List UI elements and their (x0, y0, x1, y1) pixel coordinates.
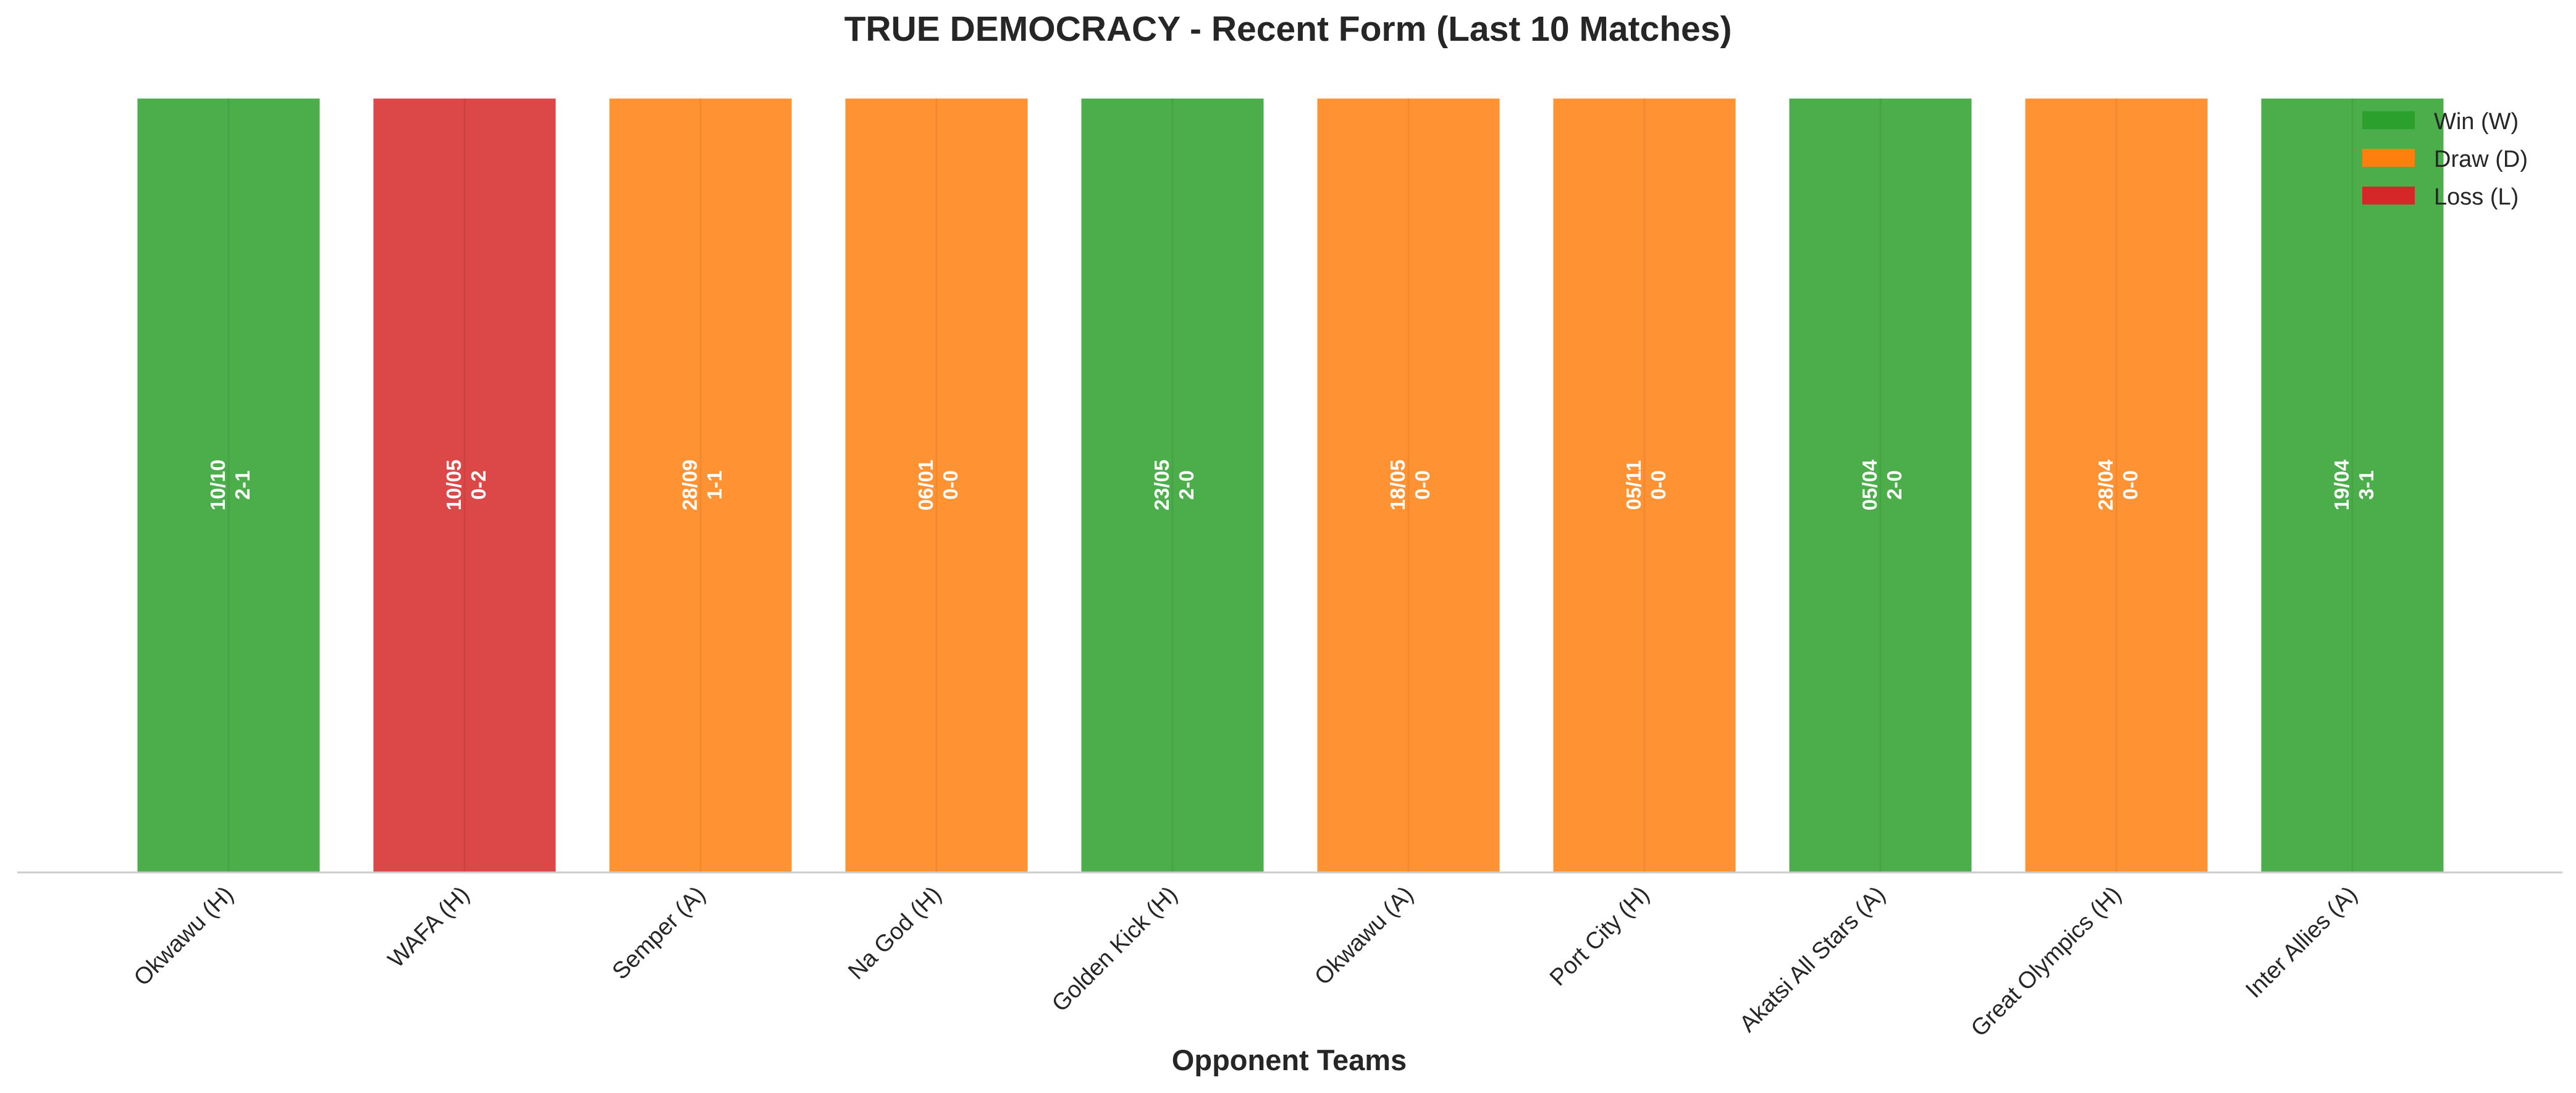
bar-label-6: 18/050-0 (1386, 460, 1434, 511)
x-tick-label-9: Great Olympics (H) (1966, 882, 2127, 1042)
match-date: 28/09 (678, 460, 701, 511)
match-score: 0-0 (2119, 470, 2142, 500)
x-tick-label-10: Inter Allies (A) (2241, 882, 2362, 1003)
match-score: 2-1 (231, 470, 254, 500)
match-score: 0-2 (467, 470, 490, 500)
x-tick-label-5: Golden Kick (H) (1047, 882, 1182, 1017)
bar-labels-layer: 10/102-1 10/050-2 28/091-1 06/010-0 23/052-0… (206, 459, 2378, 510)
legend-label-l: Loss (L) (2434, 184, 2519, 210)
match-date: 19/04 (2330, 459, 2353, 510)
match-date: 28/04 (2094, 459, 2117, 510)
bar-7 (1551, 96, 1738, 874)
chart-title: TRUE DEMOCRACY - Recent Form (Last 10 Ma… (844, 9, 1732, 49)
legend-label-w: Win (W) (2434, 109, 2519, 135)
bar-label-2: 10/050-2 (442, 460, 490, 511)
bar-10 (2259, 96, 2446, 874)
bar-label-4: 06/010-0 (914, 460, 962, 511)
legend-label-d: Draw (D) (2434, 146, 2528, 172)
bar-5 (1079, 96, 1266, 874)
legend: Win (W) Draw (D) Loss (L) (2362, 109, 2528, 210)
match-date: 10/10 (206, 460, 229, 511)
legend-swatch-l (2362, 187, 2415, 205)
bar-4 (843, 96, 1030, 874)
match-score: 2-0 (1175, 470, 1198, 500)
match-score: 0-0 (1647, 470, 1670, 500)
bars-layer (135, 96, 2446, 874)
x-tick-label-7: Port City (H) (1545, 882, 1654, 991)
bar-label-10: 19/043-1 (2330, 459, 2378, 510)
x-axis-title: Opponent Teams (1172, 1044, 1407, 1076)
bar-label-3: 28/091-1 (678, 460, 726, 511)
legend-swatch-d (2362, 149, 2415, 167)
bar-label-5: 23/052-0 (1150, 460, 1198, 511)
match-date: 06/01 (914, 460, 937, 511)
x-tick-label-8: Akatsi All Stars (A) (1735, 882, 1890, 1037)
match-score: 0-0 (939, 470, 962, 500)
bar-1 (135, 96, 322, 874)
bar-label-1: 10/102-1 (206, 460, 254, 511)
bar-6 (1315, 96, 1502, 874)
x-tick-label-1: Okwawu (H) (129, 882, 239, 992)
bar-8 (1787, 96, 1974, 874)
match-score: 1-1 (703, 470, 726, 500)
x-tick-label-3: Semper (A) (607, 882, 710, 985)
match-score: 2-0 (1883, 470, 1906, 500)
bar-9 (2023, 96, 2210, 874)
x-tick-labels: Okwawu (H) WAFA (H) Semper (A) Na God (H) Go… (129, 882, 2363, 1042)
bar-label-9: 28/040-0 (2094, 459, 2142, 510)
bar-label-7: 05/110-0 (1622, 460, 1670, 510)
match-score: 0-0 (1411, 470, 1434, 500)
x-tick-label-6: Okwawu (A) (1310, 882, 1418, 990)
match-date: 18/05 (1386, 460, 1409, 511)
match-date: 10/05 (442, 460, 465, 511)
match-date: 05/04 (1858, 459, 1881, 510)
match-date: 23/05 (1150, 460, 1173, 511)
match-score: 3-1 (2355, 470, 2378, 500)
x-tick-label-2: WAFA (H) (383, 882, 474, 973)
match-date: 05/11 (1622, 460, 1645, 510)
legend-swatch-w (2362, 111, 2415, 129)
x-tick-label-4: Na God (H) (843, 882, 946, 985)
bar-3 (607, 96, 794, 874)
bar-label-8: 05/042-0 (1858, 459, 1906, 510)
